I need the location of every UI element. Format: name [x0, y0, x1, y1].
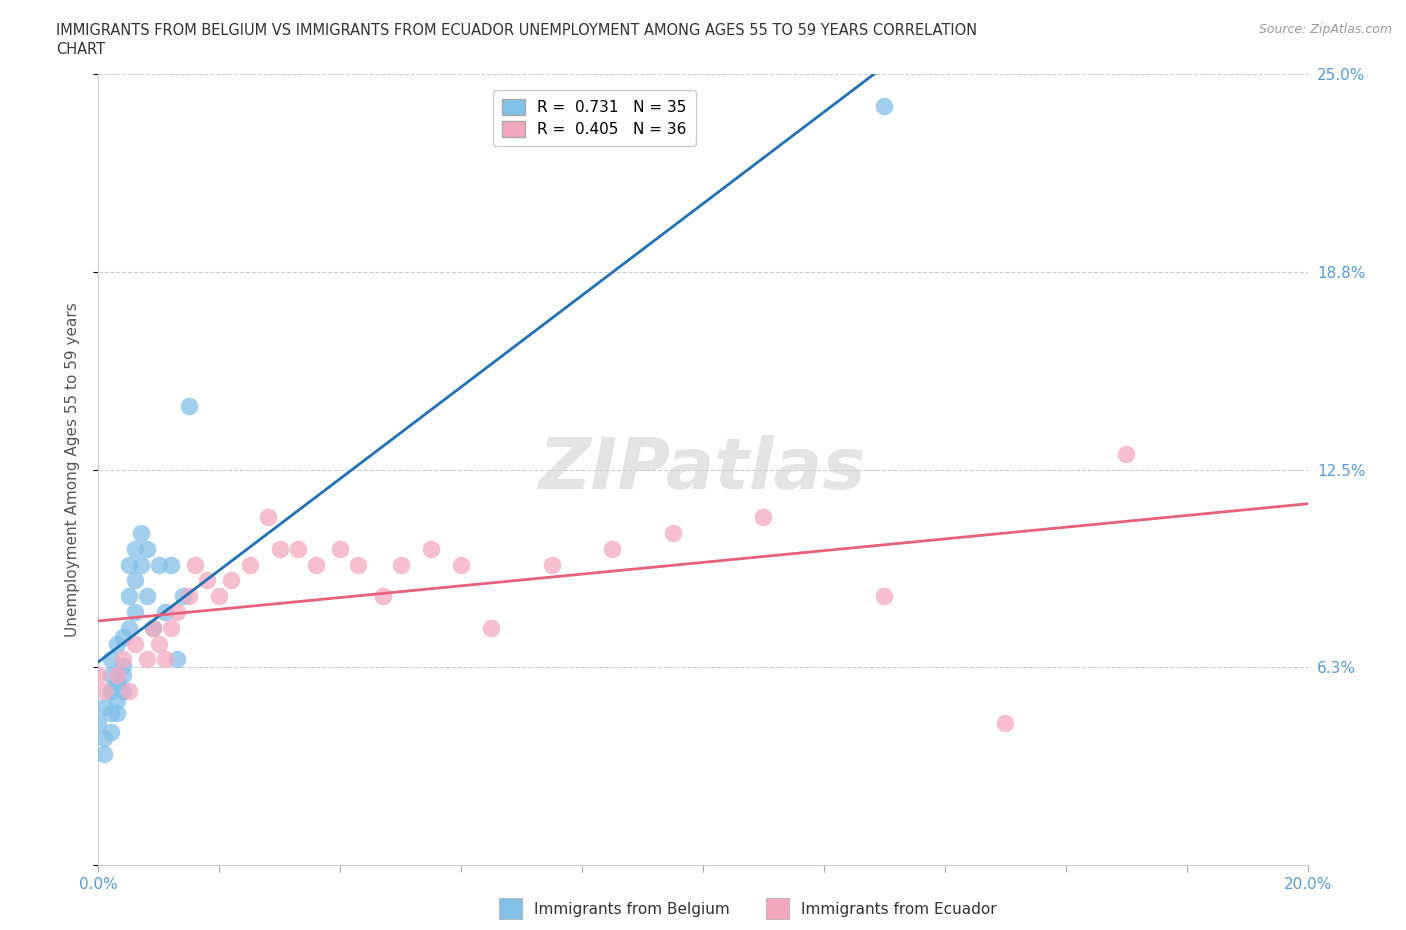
Point	[124, 636, 146, 651]
Text: Source: ZipAtlas.com: Source: ZipAtlas.com	[1258, 23, 1392, 36]
Point	[111, 630, 134, 644]
Point	[87, 715, 110, 730]
Point	[105, 706, 128, 721]
Point	[329, 541, 352, 556]
Point	[142, 620, 165, 635]
Point	[135, 589, 157, 604]
Point	[389, 557, 412, 572]
Point	[540, 557, 562, 572]
Point	[347, 557, 370, 572]
Point	[195, 573, 218, 588]
Point	[100, 652, 122, 667]
Point	[269, 541, 291, 556]
Legend: R =  0.731   N = 35, R =  0.405   N = 36: R = 0.731 N = 35, R = 0.405 N = 36	[492, 90, 696, 146]
Point	[87, 668, 110, 683]
Point	[93, 684, 115, 698]
Point	[166, 652, 188, 667]
Point	[239, 557, 262, 572]
Point	[105, 674, 128, 689]
Point	[105, 636, 128, 651]
Text: Immigrants from Belgium: Immigrants from Belgium	[534, 902, 730, 917]
Point	[93, 747, 115, 762]
Point	[179, 399, 201, 414]
Y-axis label: Unemployment Among Ages 55 to 59 years: Unemployment Among Ages 55 to 59 years	[65, 302, 80, 637]
Point	[221, 573, 243, 588]
Point	[166, 604, 188, 619]
Point	[93, 731, 115, 746]
Point	[124, 541, 146, 556]
Point	[450, 557, 472, 572]
Point	[153, 652, 176, 667]
Point	[420, 541, 443, 556]
Point	[256, 510, 278, 525]
Point	[100, 724, 122, 739]
Point	[179, 589, 201, 604]
Point	[100, 706, 122, 721]
Point	[124, 604, 146, 619]
Point	[172, 589, 194, 604]
Point	[184, 557, 207, 572]
Point	[111, 658, 134, 673]
Point	[118, 557, 141, 572]
Point	[160, 557, 183, 572]
Point	[124, 573, 146, 588]
Point	[160, 620, 183, 635]
Text: CHART: CHART	[56, 42, 105, 57]
Point	[100, 668, 122, 683]
Point	[93, 699, 115, 714]
Point	[752, 510, 775, 525]
Point	[153, 604, 176, 619]
Point	[602, 541, 624, 556]
Text: Immigrants from Ecuador: Immigrants from Ecuador	[801, 902, 997, 917]
Point	[208, 589, 231, 604]
Point	[129, 557, 152, 572]
Point	[148, 636, 170, 651]
Point	[129, 525, 152, 540]
Point	[111, 668, 134, 683]
Point	[111, 684, 134, 698]
Point	[148, 557, 170, 572]
Point	[105, 693, 128, 708]
Point	[1115, 446, 1137, 461]
Text: IMMIGRANTS FROM BELGIUM VS IMMIGRANTS FROM ECUADOR UNEMPLOYMENT AMONG AGES 55 TO: IMMIGRANTS FROM BELGIUM VS IMMIGRANTS FR…	[56, 23, 977, 38]
Point	[873, 99, 896, 113]
Point	[135, 541, 157, 556]
Point	[135, 652, 157, 667]
Point	[481, 620, 503, 635]
Point	[142, 620, 165, 635]
Point	[287, 541, 309, 556]
Point	[118, 620, 141, 635]
Point	[100, 684, 122, 698]
Text: ZIPatlas: ZIPatlas	[540, 435, 866, 504]
Point	[111, 652, 134, 667]
Point	[118, 589, 141, 604]
Point	[371, 589, 394, 604]
Point	[118, 684, 141, 698]
Point	[305, 557, 328, 572]
Point	[105, 668, 128, 683]
Point	[661, 525, 683, 540]
Point	[873, 589, 896, 604]
Point	[994, 715, 1017, 730]
